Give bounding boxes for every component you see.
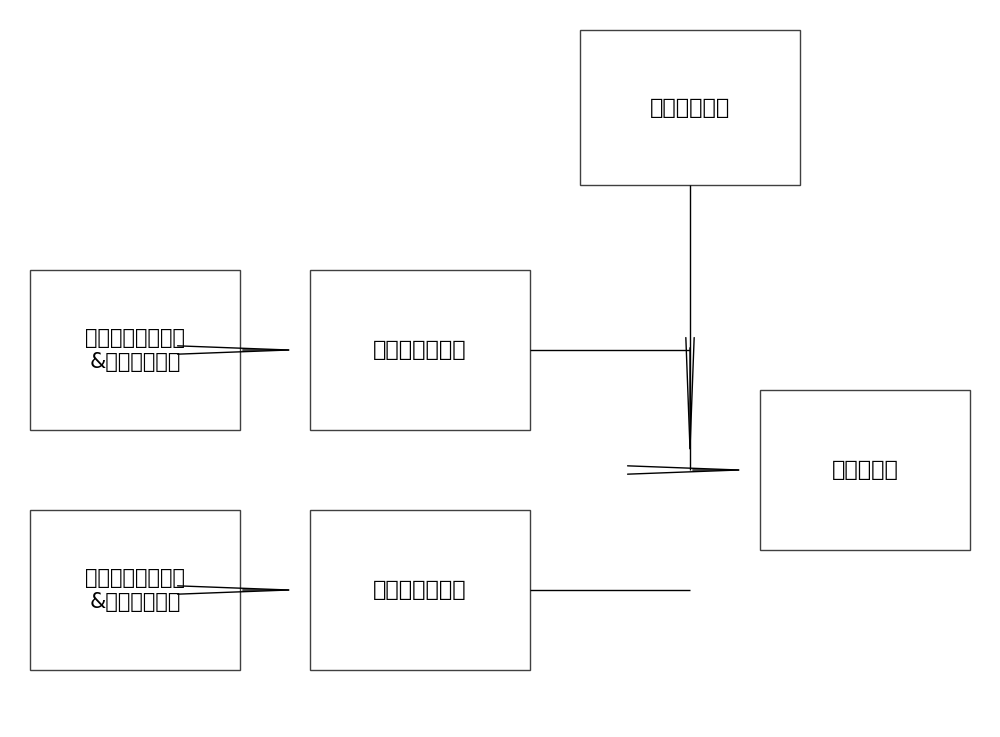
Bar — [30, 270, 240, 430]
Bar — [760, 390, 970, 550]
Text: 采集进风干球温度
&进风湿球温度: 采集进风干球温度 &进风湿球温度 — [85, 568, 185, 612]
Bar — [310, 510, 530, 670]
Text: 计算除湿量: 计算除湿量 — [832, 460, 898, 480]
Text: 采集进风干球温度
&进风湿球温度: 采集进风干球温度 &进风湿球温度 — [85, 329, 185, 371]
Text: 计算进风含湿量: 计算进风含湿量 — [373, 340, 467, 360]
Bar — [580, 30, 800, 185]
Text: 测试出风风量: 测试出风风量 — [650, 97, 730, 117]
Bar — [30, 510, 240, 670]
Bar — [310, 270, 530, 430]
Text: 计算出风含湿量: 计算出风含湿量 — [373, 580, 467, 600]
